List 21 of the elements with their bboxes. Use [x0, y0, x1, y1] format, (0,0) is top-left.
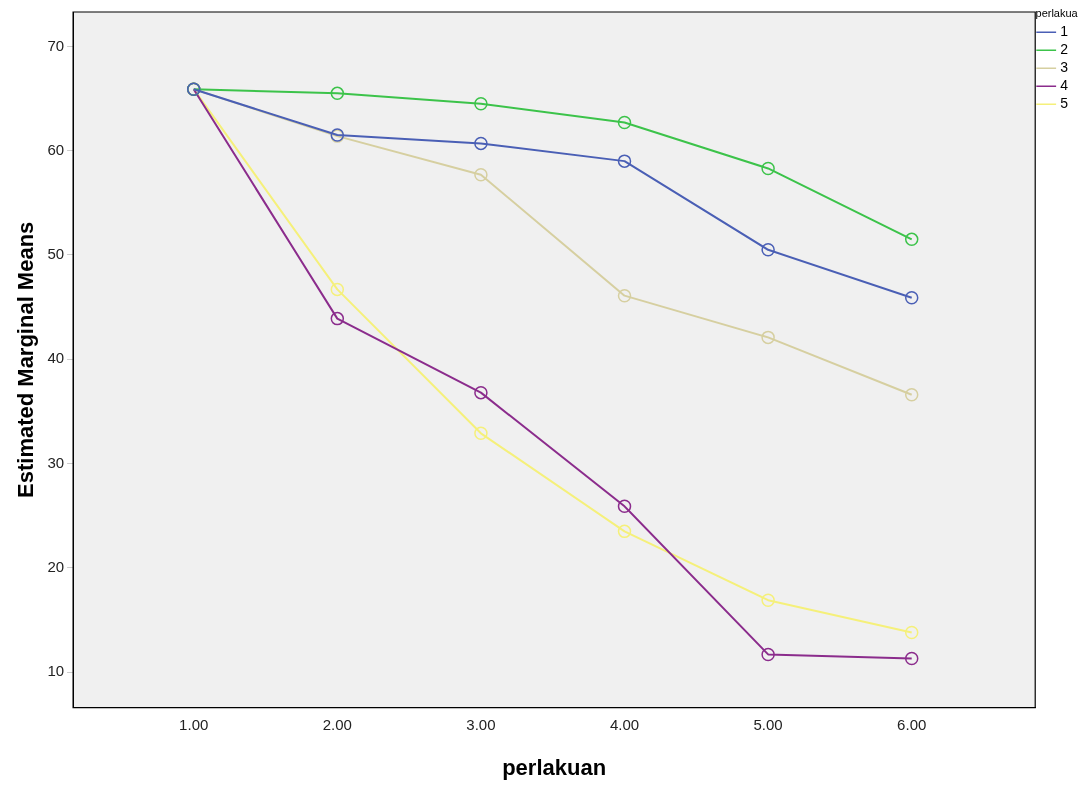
y-tick-label: 30: [47, 453, 65, 471]
legend-label: 5: [1060, 95, 1069, 112]
y-tick-label: 40: [47, 349, 65, 367]
legend-label: 2: [1060, 41, 1069, 58]
y-axis-title: Estimated Marginal Means: [13, 221, 39, 498]
x-tick-label: 2.00: [322, 715, 352, 733]
legend-label: 4: [1060, 77, 1069, 94]
legend-title: perlakua: [1035, 6, 1079, 19]
x-tick-label: 5.00: [753, 715, 783, 733]
y-tick-label: 60: [47, 140, 65, 158]
x-tick-label: 6.00: [897, 715, 927, 733]
y-tick-label: 20: [47, 557, 65, 575]
y-tick-label: 10: [47, 662, 65, 680]
y-tick-label: 70: [47, 36, 65, 54]
legend-label: 1: [1060, 23, 1069, 40]
legend-label: 3: [1060, 59, 1069, 76]
x-tick-label: 3.00: [466, 715, 496, 733]
y-tick-label: 50: [47, 245, 65, 263]
x-tick-label: 4.00: [609, 715, 640, 733]
x-axis-title: perlakuan: [502, 754, 607, 780]
x-tick-label: 1.00: [179, 715, 209, 733]
